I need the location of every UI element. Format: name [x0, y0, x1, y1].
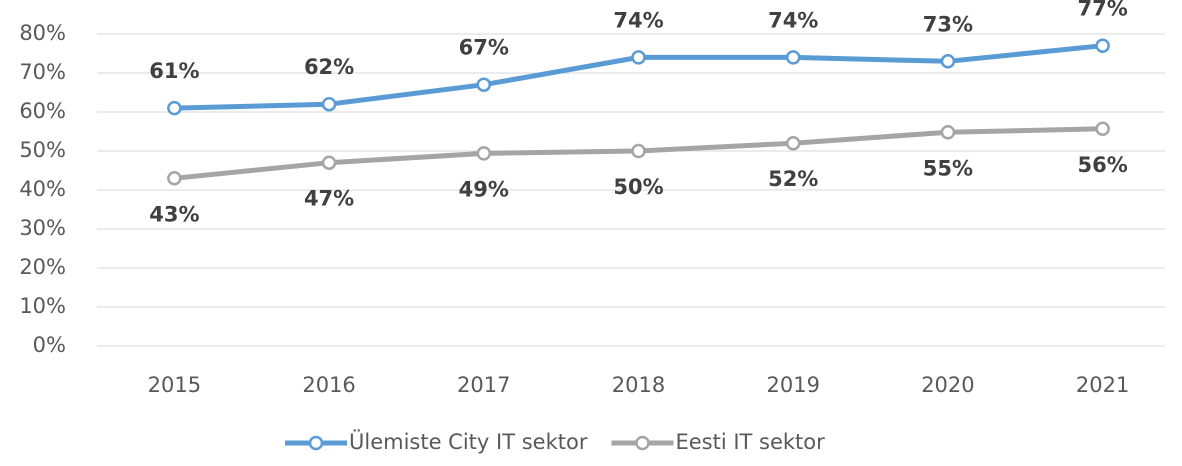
point	[631, 143, 646, 159]
x-tick-label: 2021	[1076, 373, 1129, 397]
y-tick-label: 50%	[19, 138, 66, 162]
point	[321, 155, 337, 170]
data-label: 67%	[459, 36, 509, 60]
data-label: 52%	[768, 167, 818, 191]
data-label: 62%	[304, 55, 354, 79]
data-label: 74%	[768, 8, 818, 32]
data-label: 47%	[304, 187, 354, 211]
point	[476, 146, 492, 161]
legend-marker	[635, 435, 650, 451]
data-label: 74%	[613, 8, 663, 32]
data-label: 77%	[1078, 0, 1128, 21]
x-tick-label: 2016	[302, 373, 355, 397]
data-label: 49%	[459, 177, 509, 201]
x-tick-label: 2017	[457, 373, 510, 397]
point	[1095, 38, 1110, 53]
point	[631, 50, 646, 65]
y-tick-label: 30%	[19, 216, 66, 240]
y-tick-label: 0%	[33, 333, 66, 357]
y-tick-label: 80%	[19, 21, 66, 45]
point	[321, 96, 337, 112]
data-label: 50%	[613, 175, 663, 199]
legend-label: Eesti IT sektor	[675, 430, 825, 454]
data-label: 61%	[149, 59, 199, 83]
y-tick-label: 40%	[19, 177, 66, 201]
data-label: 73%	[923, 12, 973, 36]
point	[1095, 121, 1110, 137]
data-label: 43%	[149, 202, 199, 226]
x-tick-label: 2015	[148, 373, 201, 397]
data-label: 56%	[1078, 153, 1128, 177]
legend-marker	[308, 435, 324, 451]
point	[167, 100, 182, 116]
y-tick-label: 70%	[19, 60, 66, 84]
y-tick-label: 60%	[19, 99, 66, 123]
point	[785, 135, 801, 151]
point	[167, 171, 182, 186]
x-tick-label: 2019	[766, 373, 819, 397]
y-tick-label: 20%	[19, 255, 66, 279]
y-tick-label: 10%	[19, 294, 66, 318]
point	[940, 125, 956, 140]
x-tick-label: 2018	[612, 373, 665, 397]
point	[785, 50, 801, 65]
data-label: 55%	[923, 156, 973, 180]
x-tick-label: 2020	[921, 373, 974, 397]
point	[940, 54, 956, 69]
legend-label: Ülemiste City IT sektor	[349, 429, 588, 454]
point	[476, 77, 492, 92]
